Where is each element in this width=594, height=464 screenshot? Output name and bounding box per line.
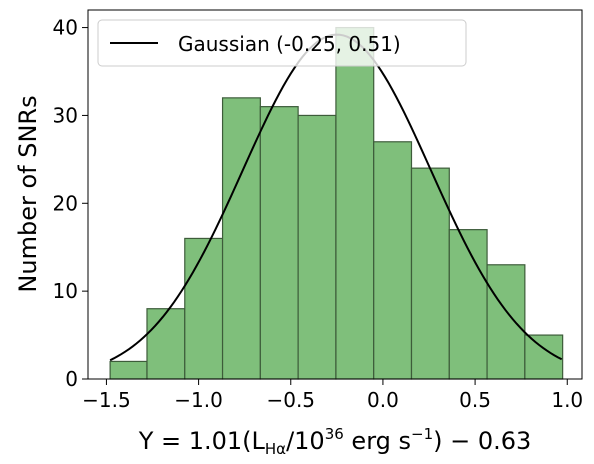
histogram-bar [297, 114, 337, 380]
x-tick-label: −0.5 [266, 388, 315, 412]
y-tick-label: 40 [53, 16, 78, 40]
histogram-bar [335, 26, 375, 380]
x-tick-label: −1.5 [82, 388, 131, 412]
histogram-bar [448, 229, 488, 380]
histogram-bar [109, 360, 148, 380]
y-tick-label: 0 [65, 367, 78, 391]
x-tick-label: 0.0 [367, 388, 399, 412]
x-tick-label: 0.5 [459, 388, 491, 412]
x-tick-label: −1.0 [174, 388, 223, 412]
histogram-bar [221, 97, 261, 380]
x-axis-ticks: −1.5 −1.0 −0.5 0.0 0.5 1.0 [82, 379, 583, 412]
x-tick-label: 1.0 [551, 388, 583, 412]
bars-group [109, 26, 564, 380]
x-axis-label: Y = 1.01(LHα/1036 erg s−1) − 0.63 [138, 425, 532, 458]
legend: Gaussian (-0.25, 0.51) [97, 19, 467, 67]
legend-box [97, 19, 467, 67]
y-tick-label: 10 [53, 279, 78, 303]
histogram-bar [486, 264, 526, 380]
y-tick-label: 30 [53, 103, 78, 127]
histogram-bar [184, 237, 224, 380]
histogram-bar [410, 167, 450, 380]
histogram-bar [146, 308, 186, 380]
y-tick-label: 20 [53, 191, 78, 215]
histogram-bar [259, 106, 299, 380]
plot-frame [87, 9, 583, 380]
y-axis-ticks: 0 10 20 30 40 [53, 16, 88, 391]
histogram-bar [373, 141, 413, 380]
y-axis-label: Number of SNRs [14, 95, 42, 292]
legend-label: Gaussian (-0.25, 0.51) [178, 32, 401, 56]
